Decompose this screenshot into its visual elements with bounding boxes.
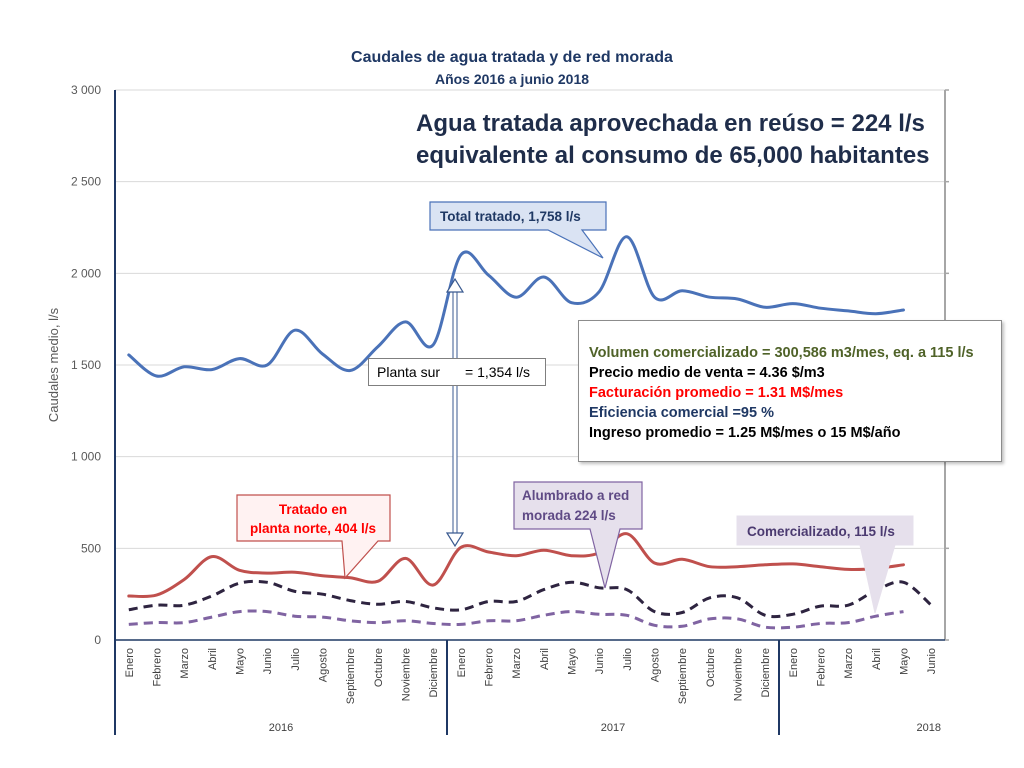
x-tick-label: Enero xyxy=(124,648,136,677)
x-tick-label: Julio xyxy=(622,648,634,671)
x-tick-label: Mayo xyxy=(235,648,247,675)
x-tick-label: Febrero xyxy=(152,648,164,687)
series-comercializado-line xyxy=(128,609,904,630)
x-tick-label: Diciembre xyxy=(428,648,440,698)
x-axis-month-labels: Enero Febrero Marzo Abril Mayo Junio Julio Agos… xyxy=(124,648,938,704)
x-tick-label: Mayo xyxy=(567,648,579,675)
x-tick-label: Febrero xyxy=(816,648,828,687)
year-label: 2018 xyxy=(917,722,941,734)
planta-sur-box: Planta sur = 1,354 l/s xyxy=(368,358,546,386)
info-facturacion: Facturación promedio = 1.31 M$/mes xyxy=(589,385,844,401)
y-tick-label: 0 xyxy=(94,633,101,647)
x-tick-label: Noviembre xyxy=(401,648,413,701)
info-box: Volumen comercializado = 300,586 m3/mes,… xyxy=(578,320,1002,462)
y-tick-label: 500 xyxy=(81,541,101,555)
planta-sur-label: Planta sur xyxy=(377,364,441,380)
x-tick-label: Julio xyxy=(290,648,302,671)
callout-norte-line2: planta norte, 404 l/s xyxy=(250,521,376,536)
y-tick-label: 2 500 xyxy=(71,175,101,189)
x-tick-label: Junio xyxy=(926,648,938,674)
callout-total: Total tratado, 1,758 l/s xyxy=(429,201,607,259)
headline-line1: Agua tratada aprovechada en reúso = 224 … xyxy=(416,110,925,137)
x-tick-label: Octubre xyxy=(373,648,385,687)
callout-morada: Alumbrado a red morada 224 l/s xyxy=(513,481,643,589)
headline-line2: equivalente al consumo de 65,000 habitan… xyxy=(416,142,930,169)
double-arrow xyxy=(445,277,465,548)
info-volumen: Volumen comercializado = 300,586 m3/mes,… xyxy=(589,345,974,361)
y-axis-label: Caudales medio, l/s xyxy=(46,307,61,422)
series-morada-line xyxy=(128,579,933,619)
y-axis-ticks: 0 500 1 000 1 500 2 000 2 500 3 000 xyxy=(71,83,101,647)
info-ingreso: Ingreso promedio = 1.25 M$/mes o 15 M$/a… xyxy=(589,425,901,441)
headline: Agua tratada aprovechada en reúso = 224 … xyxy=(416,108,930,172)
x-tick-label: Abril xyxy=(871,648,883,670)
callout-norte: Tratado en planta norte, 404 l/s xyxy=(236,494,391,580)
x-axis-year-labels: 2016 2017 2018 xyxy=(269,722,941,734)
year-label: 2016 xyxy=(269,722,293,734)
x-tick-label: Noviembre xyxy=(733,648,745,701)
x-tick-label: Marzo xyxy=(179,648,191,679)
x-tick-label: Agosto xyxy=(650,648,662,682)
x-tick-label: Agosto xyxy=(318,648,330,682)
x-tick-label: Junio xyxy=(262,648,274,674)
callout-morada-line1: Alumbrado a red xyxy=(522,488,629,503)
x-tick-label: Abril xyxy=(539,648,551,670)
chart-title: Caudales de agua tratada y de red morada xyxy=(351,49,673,66)
info-precio: Precio medio de venta = 4.36 $/m3 xyxy=(589,365,825,381)
y-tick-label: 3 000 xyxy=(71,83,101,97)
x-tick-label: Marzo xyxy=(843,648,855,679)
callout-morada-line2: morada 224 l/s xyxy=(522,508,616,523)
callout-total-label: Total tratado, 1,758 l/s xyxy=(440,209,581,224)
x-tick-label: Abril xyxy=(207,648,219,670)
x-tick-label: Octubre xyxy=(705,648,717,687)
chart-subtitle: Años 2016 a junio 2018 xyxy=(435,71,589,87)
x-tick-label: Septiembre xyxy=(677,648,689,704)
x-tick-label: Enero xyxy=(788,648,800,677)
x-tick-label: Junio xyxy=(594,648,606,674)
x-tick-label: Septiembre xyxy=(345,648,357,704)
x-tick-label: Enero xyxy=(456,648,468,677)
info-eficiencia: Eficiencia comercial =95 % xyxy=(589,405,774,421)
series-total-line xyxy=(127,235,905,378)
x-tick-label: Marzo xyxy=(511,648,523,679)
series-lines xyxy=(127,235,933,630)
y-tick-label: 1 000 xyxy=(71,450,101,464)
callout-norte-line1: Tratado en xyxy=(279,502,347,517)
series-norte-line xyxy=(127,532,905,599)
callout-comercializado-label: Comercializado, 115 l/s xyxy=(747,524,895,539)
year-label: 2017 xyxy=(601,722,625,734)
x-tick-label: Diciembre xyxy=(760,648,772,698)
planta-sur-value: = 1,354 l/s xyxy=(465,364,530,380)
y-tick-label: 2 000 xyxy=(71,266,101,280)
x-tick-label: Febrero xyxy=(484,648,496,687)
x-tick-label: Mayo xyxy=(899,648,911,675)
callout-comercializado: Comercializado, 115 l/s xyxy=(736,515,914,614)
y-tick-label: 1 500 xyxy=(71,358,101,372)
